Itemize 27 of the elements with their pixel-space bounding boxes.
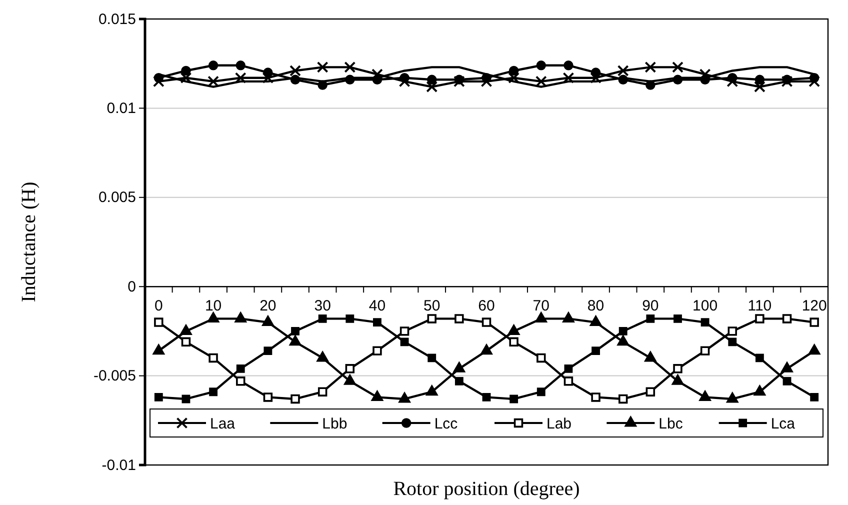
x-tick-label: 20 <box>260 298 276 315</box>
x-tick-label: 100 <box>692 298 718 315</box>
legend-label: Lbc <box>658 415 684 432</box>
x-tick-label: 10 <box>204 298 222 315</box>
legend-label: Lcc <box>434 415 458 432</box>
x-tick-label: 70 <box>532 298 550 315</box>
x-tick-label: 30 <box>314 298 331 315</box>
y-tick-label: 0.01 <box>106 100 136 117</box>
x-tick-label: 0 <box>154 298 163 315</box>
y-tick-label: 0.015 <box>98 10 136 28</box>
x-axis-title: Rotor position (degree) <box>393 478 580 500</box>
legend-label: Laa <box>210 415 236 432</box>
x-tick-label: 50 <box>424 298 440 315</box>
x-tick-label: 120 <box>802 298 827 315</box>
y-tick-label: -0.01 <box>102 456 136 474</box>
legend-label: Lab <box>546 415 572 432</box>
y-axis-title: Inductance (H) <box>18 182 40 302</box>
x-tick-label: 60 <box>478 298 495 315</box>
x-tick-label: 110 <box>748 298 772 315</box>
legend-label: Lbb <box>322 415 348 432</box>
x-tick-label: 80 <box>587 298 604 315</box>
y-tick-label: 0 <box>128 278 136 296</box>
x-tick-label: 90 <box>642 298 659 315</box>
x-tick-label: 40 <box>368 298 386 315</box>
y-tick-label: -0.005 <box>93 368 136 385</box>
legend-label: Lca <box>770 415 796 432</box>
y-tick-label: 0.005 <box>98 189 136 206</box>
